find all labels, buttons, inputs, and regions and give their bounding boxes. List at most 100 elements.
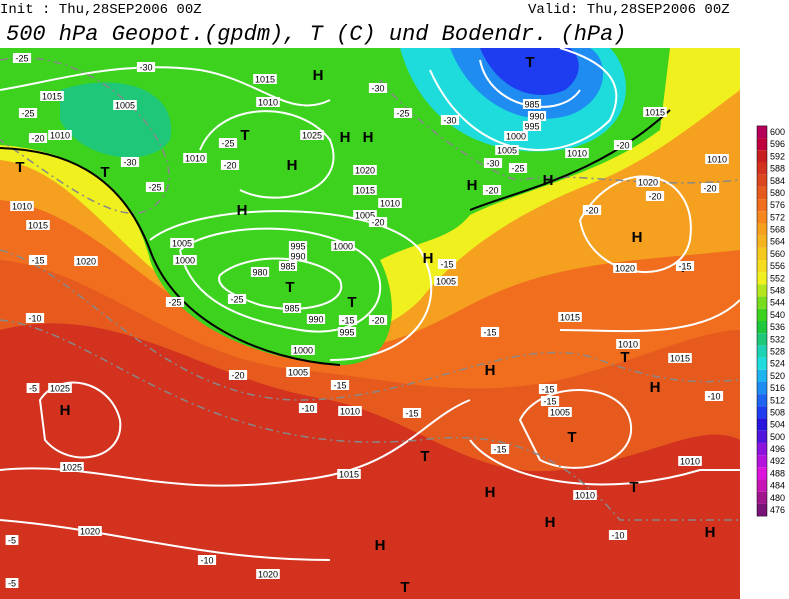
colorbar-swatch — [757, 235, 767, 248]
colorbar-swatch — [757, 381, 767, 395]
colorbar-label: 600 — [770, 127, 785, 137]
colorbar-label: 488 — [770, 468, 785, 478]
contour-label: 1020 — [258, 570, 278, 580]
contour-label: 1020 — [76, 257, 96, 267]
contour-label: -5 — [8, 579, 16, 589]
colorbar-label: 504 — [770, 420, 785, 430]
pressure-center: H — [485, 484, 496, 501]
colorbar-label: 572 — [770, 212, 785, 222]
contour-label-box — [573, 490, 597, 500]
contour-label: -25 — [230, 295, 243, 305]
pressure-center: H — [632, 229, 643, 246]
contour-label: 1020 — [355, 166, 375, 176]
pressure-center: H — [423, 250, 434, 267]
contour-label-box — [256, 569, 280, 579]
contour-label: -20 — [616, 141, 629, 151]
contour-label-box — [353, 185, 377, 195]
contour-label-box — [298, 403, 318, 413]
contour-label-box — [173, 255, 197, 265]
isotherms — [0, 57, 740, 521]
contour-label-box — [645, 191, 665, 201]
colorbar-label: 576 — [770, 200, 785, 210]
colorbar-label: 492 — [770, 456, 785, 466]
contour-label-box — [675, 261, 695, 271]
contour-label-box — [5, 535, 19, 545]
contour-label: -10 — [611, 531, 624, 541]
contour-label: 1000 — [293, 346, 313, 356]
contour-label-box — [643, 107, 667, 117]
colorbar-swatch — [757, 247, 767, 261]
contour-label-box — [10, 201, 34, 211]
contour-label-box — [113, 100, 137, 110]
contour-label: 1015 — [670, 354, 690, 364]
contour-label: 1010 — [12, 202, 32, 212]
pressure-center: H — [363, 129, 374, 146]
contour-label-box — [330, 380, 350, 390]
colorbar-label: 596 — [770, 139, 785, 149]
colorbar-swatch — [757, 394, 767, 407]
contour-label-box — [197, 555, 217, 565]
contour-label-box — [527, 111, 547, 121]
colorbar-frame — [756, 125, 768, 517]
contour-label: 985 — [524, 100, 539, 110]
colorbar-label: 560 — [770, 249, 785, 259]
colorbar-label: 592 — [770, 151, 785, 161]
colorbar-label: 476 — [770, 505, 785, 515]
contour-label: -5 — [29, 384, 37, 394]
contour-label-box — [28, 255, 48, 265]
contour-label: 1010 — [50, 131, 70, 141]
colorbar-label: 588 — [770, 164, 785, 174]
contour-label-box — [40, 91, 64, 101]
contour-label-box — [437, 259, 457, 269]
colorbar-swatch — [757, 455, 767, 468]
pressure-center: H — [313, 67, 324, 84]
colorbar-swatch — [757, 442, 767, 456]
contour-label: -20 — [31, 134, 44, 144]
contour-label-box — [480, 327, 500, 337]
pressure-center: T — [100, 164, 109, 181]
pressure-center: T — [400, 579, 409, 596]
contour-label: -15 — [493, 445, 506, 455]
contour-label: 995 — [290, 242, 305, 252]
contour-label: -15 — [31, 256, 44, 266]
pressure-center: H — [60, 402, 71, 419]
contour-label: -10 — [707, 392, 720, 402]
colorbar: 600 596 592 588 584 580 576 572 568 564 560 556 552 5… — [756, 125, 785, 517]
contour-label-box — [540, 396, 560, 406]
contour-label: 1000 — [506, 132, 526, 142]
contour-label-box — [440, 115, 460, 125]
contour-label-box — [282, 303, 302, 313]
pressure-center: H — [375, 537, 386, 554]
contour-label: 1020 — [80, 527, 100, 537]
contour-label: -20 — [231, 371, 244, 381]
contour-label: 1020 — [638, 178, 658, 188]
contour-label: 1025 — [50, 384, 70, 394]
colorbar-swatch — [757, 430, 767, 443]
contour-label: 1015 — [355, 186, 375, 196]
contour-label: 1010 — [575, 491, 595, 501]
contour-label: -30 — [443, 116, 456, 126]
pressure-center: H — [650, 379, 661, 396]
contour-label: -25 — [168, 298, 181, 308]
colorbar-swatch — [757, 321, 767, 334]
contour-label: 1005 — [550, 408, 570, 418]
contour-label: 1010 — [707, 155, 727, 165]
colorbar-swatch — [757, 174, 767, 187]
colorbar-label: 564 — [770, 237, 785, 247]
colorbar-swatch — [757, 491, 767, 504]
contour-label-box — [353, 210, 377, 220]
contour-label: 1015 — [255, 75, 275, 85]
contour-label: -20 — [585, 206, 598, 216]
contour-label: 980 — [252, 268, 267, 278]
contour-label-box — [613, 263, 637, 273]
colorbar-label: 500 — [770, 432, 785, 442]
colorbar-label: 556 — [770, 261, 785, 271]
contour-label-box — [636, 177, 660, 187]
contour-label-box — [508, 163, 528, 173]
pressure-center: T — [420, 448, 429, 465]
colorbar-swatch — [757, 199, 767, 212]
contour-label-box — [220, 160, 240, 170]
front-line — [469, 109, 671, 211]
contour-label: 1005 — [115, 101, 135, 111]
contour-label-box — [60, 462, 84, 472]
